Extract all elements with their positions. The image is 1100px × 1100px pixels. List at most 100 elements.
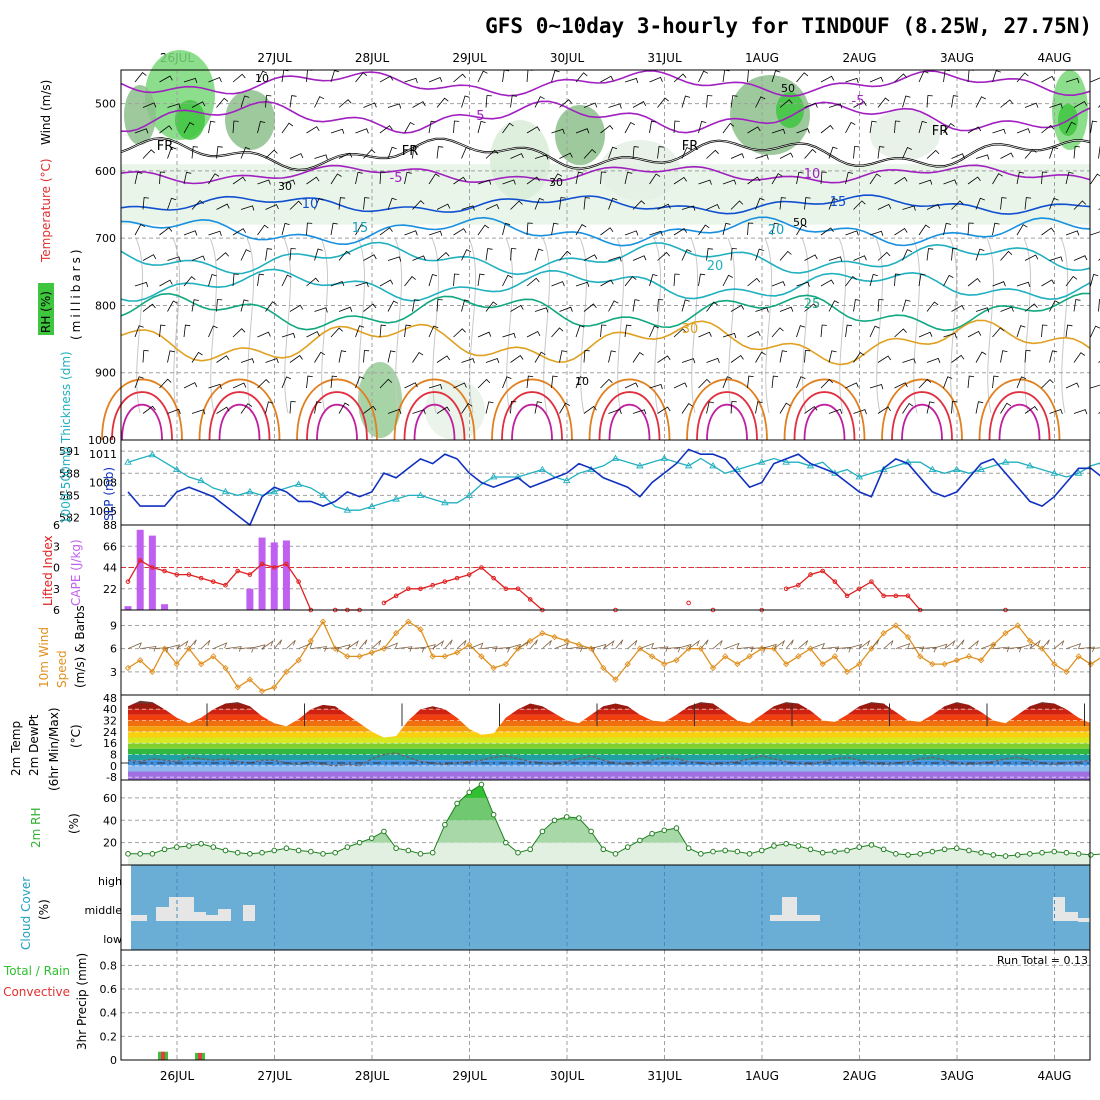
wind-barb xyxy=(575,128,590,134)
wind-barb xyxy=(681,146,692,159)
wind-barb xyxy=(208,120,216,134)
precip-grid xyxy=(121,950,1090,1060)
total-rain-label: Total / Rain xyxy=(3,964,70,978)
wind-barb xyxy=(534,351,546,363)
temperature-contour-label: 15 xyxy=(830,195,847,210)
wind-barb-10m xyxy=(444,639,453,649)
surface-isotherm-loop xyxy=(491,378,573,441)
cloud-cover-bar xyxy=(243,905,255,921)
wind-barb xyxy=(918,331,933,338)
surface-isotherm-loop xyxy=(783,378,866,441)
wind-barb xyxy=(183,276,196,287)
wind-barb xyxy=(404,121,415,134)
wind-barb xyxy=(232,382,247,389)
wind-barb xyxy=(657,146,664,159)
isotherm-line xyxy=(120,241,1091,276)
wind-barb xyxy=(673,273,680,287)
tick-label: 32 xyxy=(103,715,117,728)
wind-barb xyxy=(1024,102,1039,108)
wind-barb xyxy=(681,95,691,108)
wind-barb xyxy=(183,122,195,134)
wind-barb-10m xyxy=(213,642,228,650)
wind-barb xyxy=(404,230,418,236)
wind-barb xyxy=(575,281,590,288)
wind-barb xyxy=(796,376,806,389)
cloud-percent-axis-label: (%) xyxy=(37,899,51,920)
wind-barb xyxy=(722,332,737,339)
surface-isotherm-loop xyxy=(306,391,368,441)
wind-10m-axis-label: 10m Wind xyxy=(37,627,51,688)
tick-label: 16 xyxy=(103,737,117,750)
wind-barb xyxy=(730,304,745,312)
rh-point xyxy=(515,849,521,856)
wind-barb xyxy=(820,171,827,185)
rh-point xyxy=(807,846,814,853)
wind-barb xyxy=(608,103,622,109)
wind-barb xyxy=(183,230,198,236)
wind-barb-10m xyxy=(993,646,1010,653)
surface-isotherm-loop xyxy=(696,391,758,441)
wind-barb xyxy=(208,383,222,390)
wind-barb xyxy=(314,307,328,313)
rh-point xyxy=(941,846,948,853)
thickness-point xyxy=(611,454,620,461)
wind-barb-10m xyxy=(371,640,382,649)
rh-blob xyxy=(490,120,550,200)
lifted-index-point xyxy=(137,558,143,563)
lifted-index-point xyxy=(832,579,838,584)
temperature-contour-label: -5 xyxy=(390,171,403,186)
wind-barb xyxy=(804,148,817,159)
wind-barb xyxy=(755,154,769,160)
wind-barb xyxy=(428,120,436,134)
lifted-index-point xyxy=(527,597,533,602)
surface-isotherm-loop xyxy=(403,391,466,441)
precip-axis-label: 3hr Precip (mm) xyxy=(75,953,89,1050)
surface-isotherm-loop xyxy=(901,403,943,441)
wind-barb xyxy=(730,354,744,363)
wind-barbs-axis-label: (m/s) & Barbs xyxy=(73,605,87,688)
wind-barb xyxy=(1073,146,1080,159)
rh-point xyxy=(490,811,497,818)
surface-isotherm-loop xyxy=(803,403,846,441)
wind-barb xyxy=(1073,299,1081,312)
thickness-point xyxy=(514,473,522,480)
temperature-contour-label: 10 xyxy=(804,167,821,182)
rh-point xyxy=(710,848,716,855)
wind-barb xyxy=(387,146,397,159)
date-label-bottom: 3AUG xyxy=(940,1069,974,1083)
wind-barb xyxy=(1090,120,1098,134)
wind-barb xyxy=(706,203,720,210)
lifted-index-point xyxy=(466,572,472,577)
wind-barb xyxy=(796,325,806,338)
wind-barb xyxy=(379,171,386,185)
isotherm-line xyxy=(120,292,1091,332)
wind-barb xyxy=(142,405,156,414)
tick-label: 0.8 xyxy=(100,959,118,972)
cloud-cover-bar xyxy=(131,915,147,921)
wind-barb xyxy=(134,171,143,185)
wind-barb xyxy=(943,376,953,389)
cloud-cover-bar xyxy=(1053,897,1065,921)
rh-point xyxy=(344,844,351,850)
surface-isotherm-loop xyxy=(706,403,748,441)
rh-point xyxy=(1039,849,1045,856)
wind-speed-point xyxy=(1087,660,1094,668)
temperature-contour-label: 15 xyxy=(352,221,369,236)
wind-barb xyxy=(1000,250,1013,261)
wind-barb xyxy=(477,378,491,389)
wind-barb xyxy=(240,205,255,211)
wind-barb xyxy=(461,205,475,211)
wind-barb xyxy=(526,375,534,389)
wind-barb xyxy=(926,95,933,108)
surface-isotherm-loop xyxy=(393,378,476,441)
wind-barb xyxy=(142,149,155,159)
wind-barb xyxy=(428,384,443,390)
wind-barb xyxy=(159,227,173,236)
surface-isotherm-loop xyxy=(208,391,271,441)
surface-isotherm-loop xyxy=(121,403,163,441)
rh-point xyxy=(661,827,668,834)
wind-barb xyxy=(502,179,516,185)
wind-barb xyxy=(314,96,325,108)
wind-barb xyxy=(1016,171,1025,185)
wind-barb xyxy=(338,197,346,210)
